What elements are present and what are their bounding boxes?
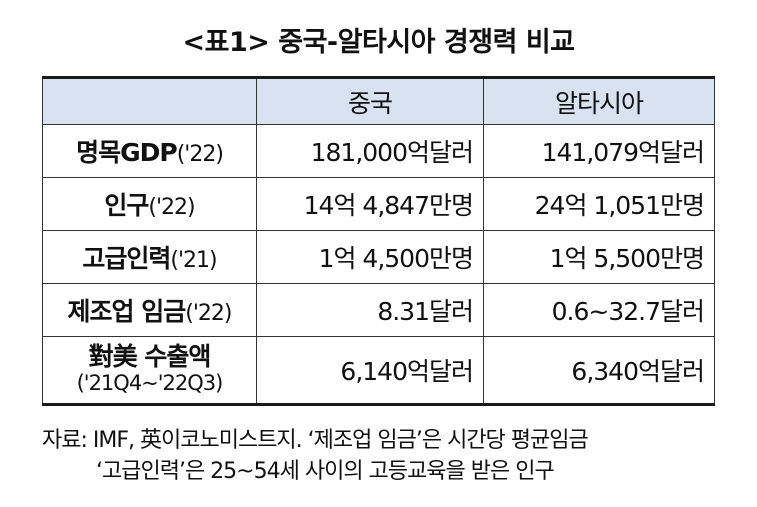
- row-label-text: 명목GDP: [76, 138, 178, 167]
- table-title: <표1> 중국-알타시아 경쟁력 비교: [182, 27, 575, 58]
- table-row: 제조업 임금('22) 8.31달러 0.6~32.7달러: [42, 283, 715, 337]
- definition-note: ‘고급인력’은 25~54세 사이의 고등교육을 받은 인구: [96, 459, 555, 484]
- altasia-value: 6,340억달러: [483, 336, 715, 405]
- table-row: 인구('22) 14억 4,847만명 24억 1,051만명: [42, 177, 715, 231]
- row-label: 고급인력('21): [42, 230, 257, 284]
- row-label: 제조업 임금('22): [42, 283, 257, 337]
- altasia-value: 0.6~32.7달러: [483, 283, 715, 337]
- header-blank: [42, 77, 257, 125]
- table-header-row: 중국 알타시아: [42, 77, 715, 125]
- altasia-value: 24억 1,051만명: [483, 177, 715, 231]
- row-label-text: 인구: [104, 191, 149, 220]
- china-value: 14억 4,847만명: [256, 177, 484, 231]
- row-label: 對美 수출액 ('21Q4~'22Q3): [42, 336, 257, 405]
- table-row: 고급인력('21) 1억 4,500만명 1억 5,500만명: [42, 230, 715, 284]
- row-label-year: ('21): [170, 248, 217, 273]
- header-china: 중국: [256, 77, 484, 125]
- row-label-year: ('21Q4~'22Q3): [76, 371, 224, 395]
- source-note: 자료: IMF, 英이코노미스트지. ‘제조업 임금’은 시간당 평균임금: [42, 428, 589, 453]
- row-label-year: ('22): [185, 301, 232, 326]
- china-value: 6,140억달러: [256, 336, 484, 405]
- china-value: 181,000억달러: [256, 124, 484, 178]
- row-label: 인구('22): [42, 177, 257, 231]
- comparison-table: 중국 알타시아 명목GDP('22) 181,000억달러 141,079억달러…: [42, 76, 715, 406]
- row-label-text: 제조업 임금: [67, 297, 187, 326]
- table-row: 對美 수출액 ('21Q4~'22Q3) 6,140억달러 6,340억달러: [42, 336, 715, 405]
- header-altasia: 알타시아: [483, 77, 715, 125]
- table-row: 명목GDP('22) 181,000억달러 141,079억달러: [42, 124, 715, 178]
- row-label-year: ('22): [148, 195, 195, 220]
- altasia-value: 141,079억달러: [483, 124, 715, 178]
- row-label-text: 고급인력: [82, 244, 171, 273]
- china-value: 8.31달러: [256, 283, 484, 337]
- china-value: 1억 4,500만명: [256, 230, 484, 284]
- row-label-text: 對美 수출액: [88, 342, 212, 371]
- row-label-year: ('22): [176, 142, 224, 167]
- altasia-value: 1억 5,500만명: [483, 230, 715, 284]
- row-label: 명목GDP('22): [42, 124, 257, 178]
